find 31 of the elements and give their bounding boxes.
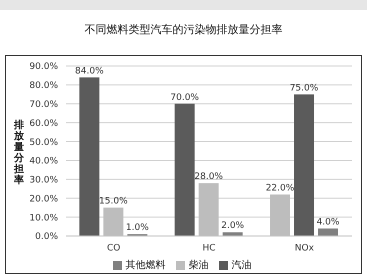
x-tick-label: NOx — [294, 243, 315, 254]
y-tick-label: 80.0% — [29, 81, 58, 92]
data-label: 75.0% — [290, 83, 319, 94]
legend-label: 其他燃料 — [126, 260, 166, 271]
data-label: 70.0% — [170, 92, 200, 103]
y-tick-label: 10.0% — [29, 213, 58, 224]
y-tick-label: 20.0% — [29, 194, 58, 204]
bar — [174, 104, 195, 236]
bar — [222, 232, 243, 236]
data-label: 84.0% — [75, 66, 104, 76]
bar — [79, 77, 100, 236]
x-tick-label: CO — [106, 243, 120, 254]
bar — [318, 228, 338, 236]
y-axis-title: 排放量分担率 — [12, 120, 25, 186]
legend-label: 柴油 — [188, 260, 208, 271]
data-label: 15.0% — [99, 196, 128, 207]
data-label: 2.0% — [221, 221, 245, 232]
data-label: 28.0% — [194, 172, 224, 182]
y-tick-label: 40.0% — [29, 156, 58, 167]
data-label: 1.0% — [126, 223, 150, 234]
y-tick-label: 70.0% — [29, 100, 58, 110]
data-label: 22.0% — [266, 183, 295, 194]
y-tick-label: 60.0% — [29, 118, 58, 129]
x-tick-label: HC — [202, 243, 216, 254]
y-tick-label: 0.0% — [35, 232, 58, 242]
y-tick-label: 90.0% — [29, 62, 58, 72]
y-tick-label: 30.0% — [29, 176, 58, 186]
y-tick-label: 50.0% — [29, 138, 58, 148]
data-label: 4.0% — [316, 217, 340, 228]
legend-label: 汽油 — [232, 260, 252, 271]
chart-title: 不同燃料类型汽车的污染物排放量分担率 — [84, 22, 284, 37]
